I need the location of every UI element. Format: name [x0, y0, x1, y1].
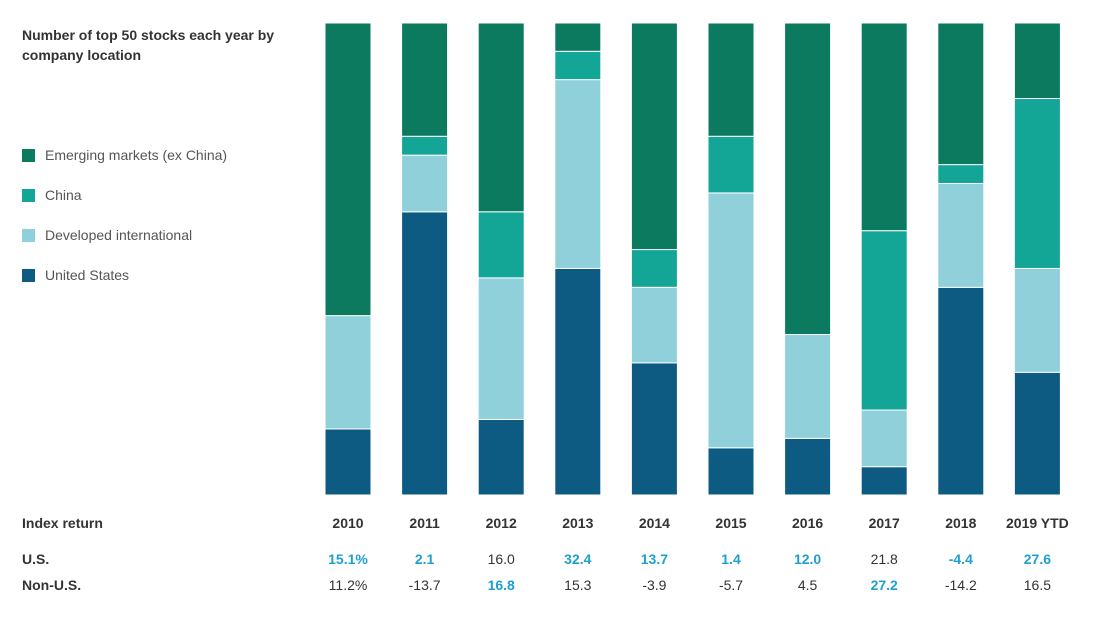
bar-segment-united-states-2014 — [630, 362, 678, 496]
table-cell: 13.7 — [640, 551, 669, 567]
bar-segment-emerging-markets-ex-china--2010 — [324, 22, 372, 317]
bar-segment-developed-international-2010 — [324, 315, 372, 430]
bar-segment-developed-international-2018 — [937, 182, 985, 288]
bar-segment-china-2014 — [630, 249, 678, 288]
table-year-header: 2014 — [638, 515, 670, 531]
legend-swatch — [22, 228, 35, 242]
table-cell: 27.2 — [870, 577, 898, 593]
table-year-header: 2010 — [332, 515, 364, 531]
bar-segment-emerging-markets-ex-china--2012 — [477, 22, 525, 213]
table-cell: 2.1 — [414, 551, 435, 567]
table-year-header: 2012 — [485, 515, 517, 531]
legend-item: China — [22, 175, 227, 215]
legend-swatch — [22, 268, 35, 282]
table-cell: 27.6 — [1023, 551, 1052, 567]
legend-label: United States — [45, 267, 130, 283]
bar-segment-emerging-markets-ex-china--2014 — [630, 22, 678, 251]
legend-swatch — [22, 188, 35, 202]
table-header-label: Index return — [22, 515, 103, 531]
bar-segment-emerging-markets-ex-china--2015 — [707, 22, 755, 137]
bar-segment-developed-international-2016 — [784, 334, 832, 439]
bar-segment-united-states-2016 — [784, 437, 832, 496]
table-cell: 11.2% — [328, 577, 368, 593]
table-year-header: 2011 — [409, 515, 440, 531]
table-year-header: 2017 — [868, 515, 900, 531]
bar-segment-china-2012 — [477, 211, 525, 279]
table-cell: -5.7 — [718, 577, 744, 593]
bar-segment-united-states-2012 — [477, 418, 525, 496]
table-cell: -4.4 — [948, 551, 973, 567]
table-row-label: Non-U.S. — [22, 577, 82, 593]
bar-segment-china-2013 — [554, 50, 602, 81]
legend: Emerging markets (ex China) China Develope… — [22, 135, 227, 295]
table-year-header: 2019 YTD — [1006, 515, 1069, 531]
bar-segment-china-2015 — [707, 135, 755, 194]
table-year-header: 2015 — [715, 515, 747, 531]
table-cell: 4.5 — [797, 577, 818, 593]
bar-segment-united-states-2010 — [324, 428, 372, 496]
table-cell: 15.3 — [564, 577, 592, 593]
table-cell: 1.4 — [721, 551, 741, 567]
bar-segment-emerging-markets-ex-china--2011 — [401, 22, 449, 137]
table-year-header: 2016 — [792, 515, 824, 531]
bar-segment-united-states-2018 — [937, 286, 985, 496]
bar-segment-china-2017 — [860, 230, 908, 411]
table-cell: 32.4 — [564, 551, 592, 567]
bar-segment-china-2018 — [937, 164, 985, 184]
table-year-header: 2013 — [562, 515, 594, 531]
table-cell: 16.5 — [1023, 577, 1052, 593]
table-year-header: 2018 — [945, 515, 977, 531]
table-row-label: U.S. — [22, 551, 50, 567]
bar-segment-emerging-markets-ex-china--2013 — [554, 22, 602, 52]
table-cell: 16.0 — [487, 551, 515, 567]
legend-item: Emerging markets (ex China) — [22, 135, 227, 175]
legend-label: China — [45, 187, 82, 203]
table-cell: -14.2 — [944, 577, 977, 593]
bar-segment-emerging-markets-ex-china--2018 — [937, 22, 985, 166]
table-cell: -3.9 — [642, 577, 667, 593]
table-cell: -13.7 — [408, 577, 441, 593]
legend-label: Developed international — [45, 227, 193, 243]
bar-segment-united-states-2013 — [554, 267, 602, 496]
table-cell: 21.8 — [870, 551, 898, 567]
chart-title: Number of top 50 stocks each year by com… — [22, 27, 275, 63]
bar-segment-developed-international-2011 — [401, 154, 449, 213]
bar-segment-united-states-2011 — [401, 211, 449, 496]
legend-item: United States — [22, 255, 227, 295]
bar-segment-emerging-markets-ex-china--2017 — [860, 22, 908, 232]
bar-segment-developed-international-2015 — [707, 192, 755, 449]
bar-segment-developed-international-2014 — [630, 286, 678, 364]
legend-item: Developed international — [22, 215, 227, 255]
bar-segment-china-2019-ytd — [1013, 98, 1061, 269]
table-cell: 16.8 — [487, 577, 515, 593]
legend-label: Emerging markets (ex China) — [45, 147, 228, 163]
table-cell: 15.1% — [328, 551, 368, 567]
bar-segment-developed-international-2017 — [860, 409, 908, 468]
bar-segment-emerging-markets-ex-china--2016 — [784, 22, 832, 336]
bar-segment-united-states-2015 — [707, 447, 755, 496]
bar-segment-developed-international-2013 — [554, 79, 602, 269]
bar-segment-china-2011 — [401, 135, 449, 156]
bar-segment-emerging-markets-ex-china--2019-ytd — [1013, 22, 1061, 100]
legend-swatch — [22, 148, 35, 162]
table-cell: 12.0 — [793, 551, 822, 567]
bar-segment-united-states-2017 — [860, 466, 908, 496]
bar-segment-developed-international-2012 — [477, 277, 525, 420]
bar-segment-developed-international-2019-ytd — [1013, 267, 1061, 373]
bar-segment-united-states-2019-ytd — [1013, 371, 1061, 496]
